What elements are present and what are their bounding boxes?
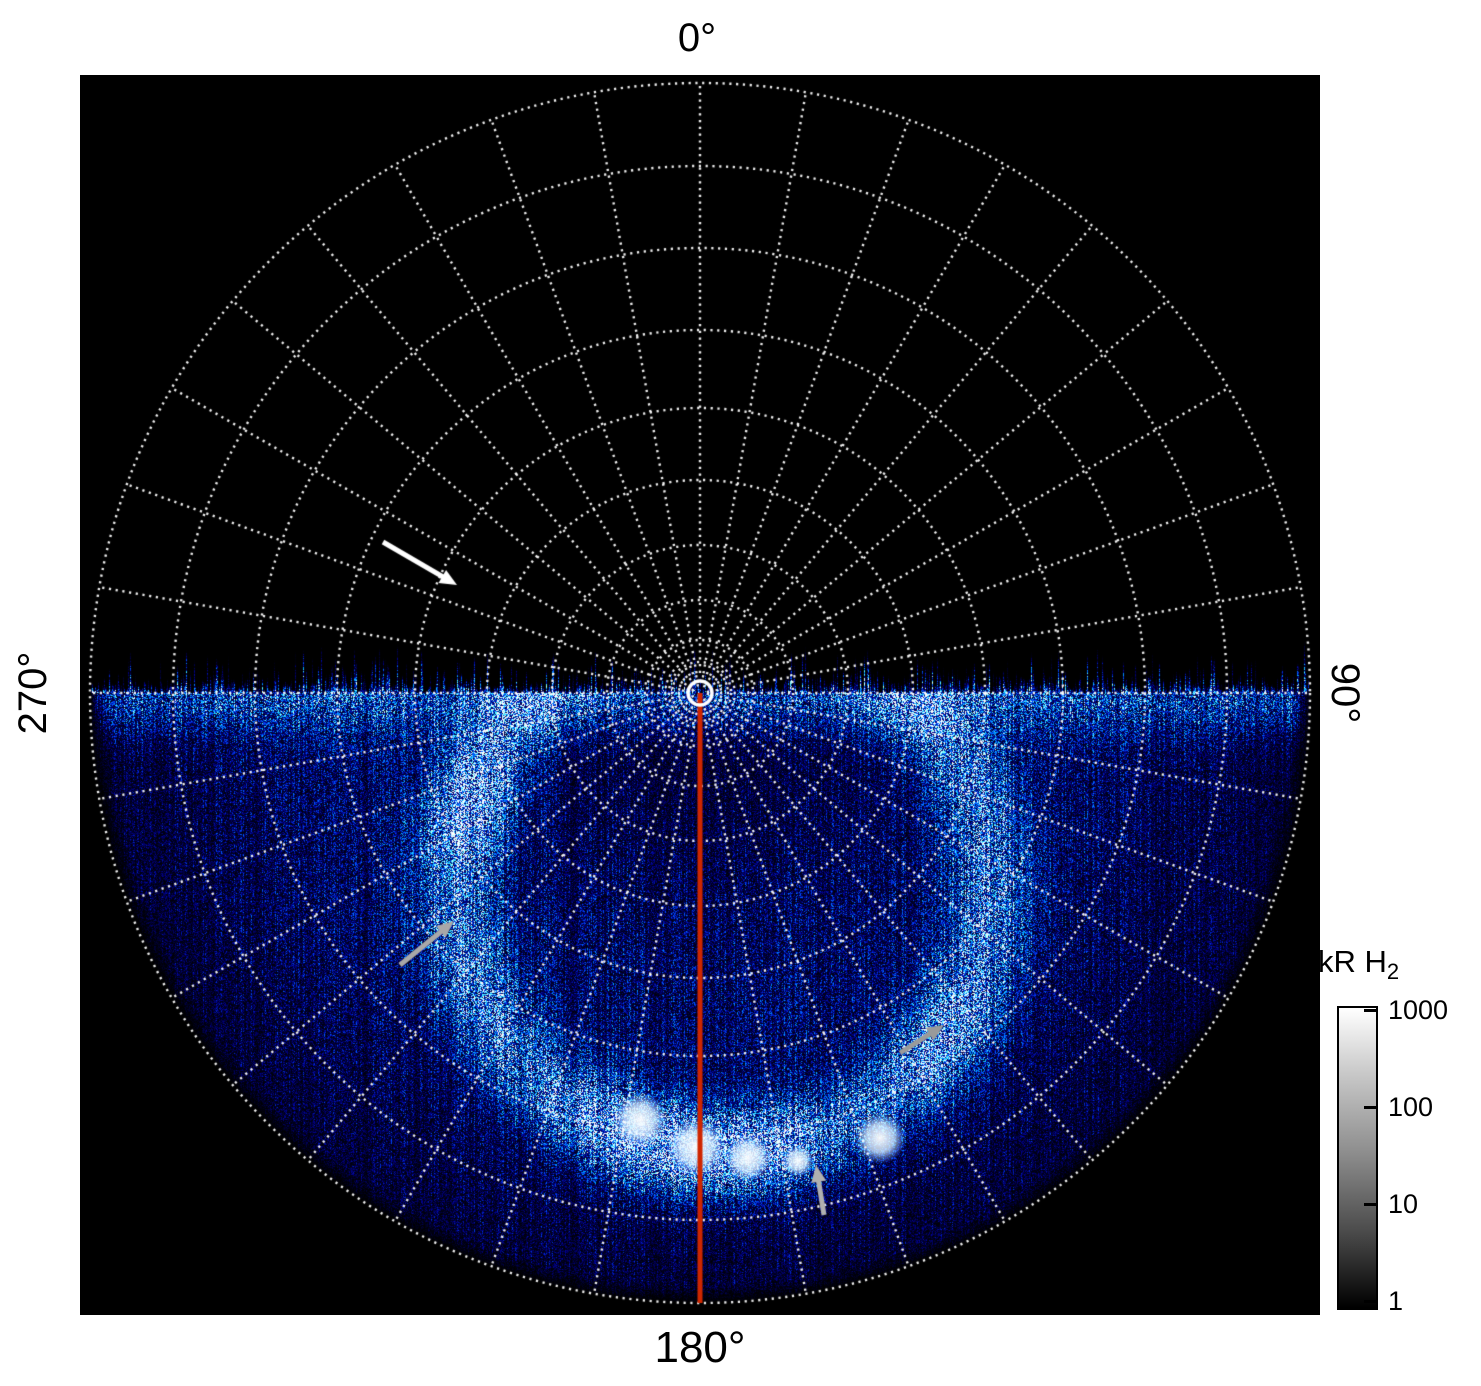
angle-label-270: 270° (10, 651, 55, 735)
polar-plot (80, 75, 1320, 1315)
colorbar-tick-mark (1364, 1106, 1376, 1109)
colorbar-title: kR H2 (1318, 944, 1458, 986)
colorbar-tick-mark (1364, 1300, 1376, 1303)
colorbar (1337, 1006, 1378, 1310)
colorbar-tick-label-1: 1 (1388, 1286, 1404, 1316)
colorbar-title-subscript: 2 (1386, 959, 1400, 985)
angle-label-0: 0° (677, 15, 717, 60)
colorbar-tick-label-100: 100 (1388, 1092, 1434, 1122)
aurora-polar-canvas (80, 75, 1320, 1315)
colorbar-tick-mark (1364, 1203, 1376, 1206)
colorbar-tick-mark (1364, 1009, 1376, 1012)
colorbar-tick-label-1000: 1000 (1388, 995, 1449, 1025)
angle-label-180: 180° (654, 1323, 746, 1372)
angle-label-90: 90° (1323, 662, 1368, 724)
colorbar-tick-label-10: 10 (1388, 1189, 1419, 1219)
colorbar-title-text: kR H (1318, 944, 1387, 979)
